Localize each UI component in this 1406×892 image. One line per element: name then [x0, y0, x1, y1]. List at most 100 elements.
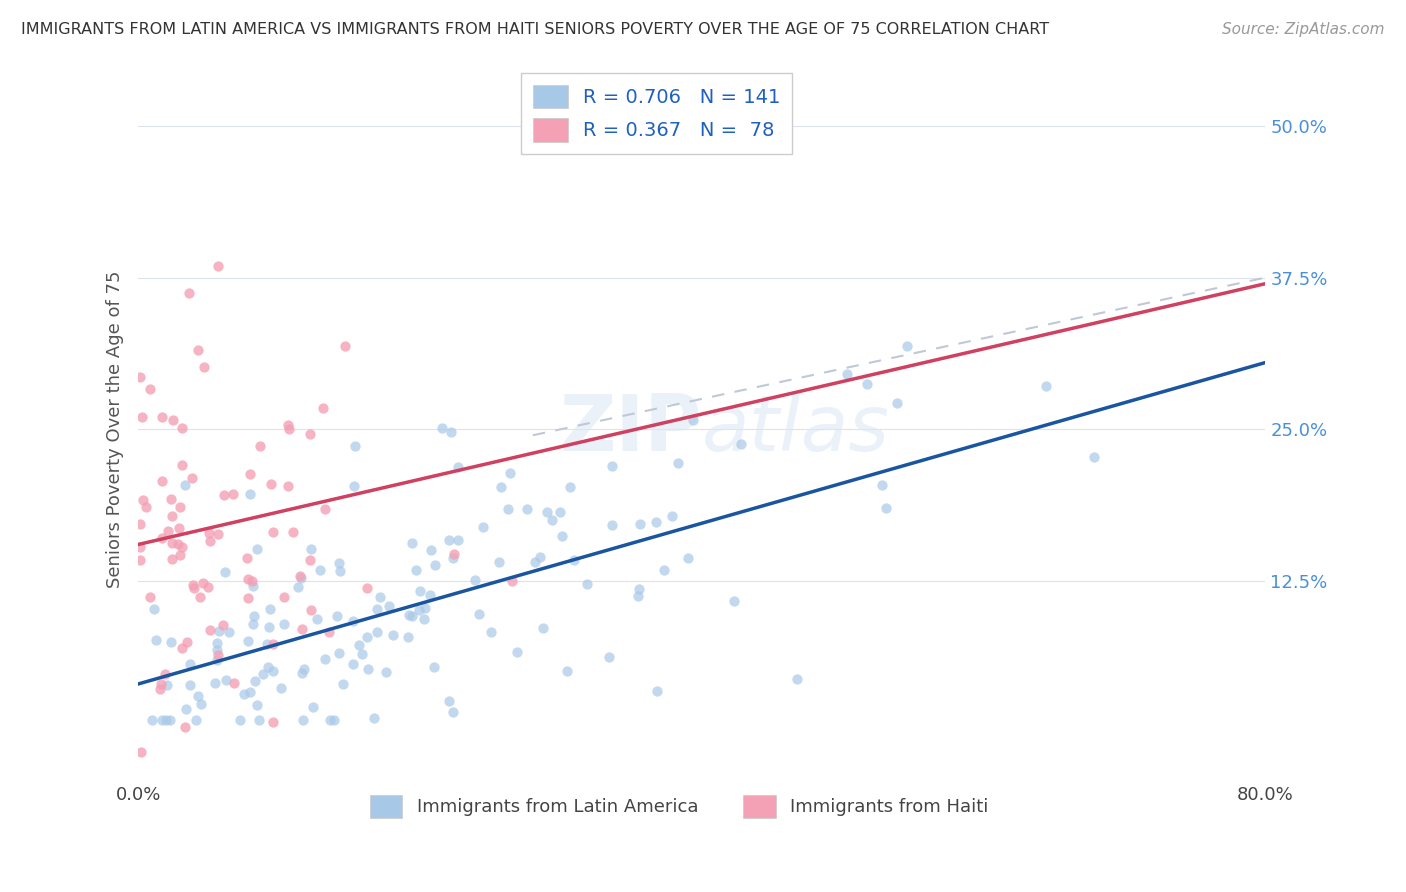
Point	[305, 611, 328, 625]
Point	[723, 594, 745, 608]
Point	[329, 564, 352, 578]
Point	[347, 638, 370, 652]
Point	[366, 624, 388, 639]
Point	[314, 652, 336, 666]
Point	[172, 640, 194, 655]
Point	[236, 572, 259, 586]
Point	[177, 285, 200, 300]
Point	[291, 665, 314, 680]
Point	[299, 427, 322, 442]
Point	[350, 648, 373, 662]
Point	[222, 487, 245, 501]
Point	[468, 607, 491, 621]
Point	[441, 705, 464, 719]
Point	[363, 711, 385, 725]
Point	[270, 681, 292, 695]
Point	[291, 714, 314, 728]
Point	[278, 422, 301, 436]
Point	[499, 466, 522, 480]
Point	[141, 714, 163, 728]
Point	[156, 678, 179, 692]
Point	[218, 625, 240, 640]
Point	[150, 531, 173, 545]
Point	[396, 630, 419, 644]
Point	[432, 421, 454, 435]
Point	[249, 439, 271, 453]
Point	[246, 542, 269, 557]
Point	[529, 550, 551, 565]
Point	[179, 678, 201, 692]
Point	[277, 417, 299, 432]
Point	[212, 488, 235, 502]
Point	[229, 714, 252, 728]
Point	[575, 576, 598, 591]
Point	[540, 513, 562, 527]
Point	[273, 617, 295, 632]
Point	[179, 657, 201, 671]
Point	[356, 630, 378, 644]
Point	[170, 421, 193, 435]
Point	[162, 413, 184, 427]
Point	[505, 645, 527, 659]
Point	[299, 541, 322, 556]
Point	[290, 569, 312, 583]
Text: atlas: atlas	[702, 392, 890, 467]
Point	[342, 614, 364, 628]
Point	[488, 555, 510, 569]
Point	[256, 637, 278, 651]
Point	[318, 714, 340, 728]
Point	[257, 660, 280, 674]
Point	[441, 550, 464, 565]
Point	[342, 657, 364, 672]
Point	[150, 409, 173, 424]
Point	[496, 502, 519, 516]
Point	[156, 524, 179, 538]
Point	[277, 479, 299, 493]
Point	[208, 624, 231, 639]
Point	[170, 458, 193, 473]
Point	[471, 520, 494, 534]
Point	[489, 480, 512, 494]
Point	[523, 555, 546, 569]
Point	[447, 460, 470, 475]
Point	[246, 698, 269, 713]
Point	[333, 338, 356, 352]
Point	[312, 401, 335, 416]
Point	[242, 617, 264, 632]
Point	[262, 637, 284, 651]
Point	[423, 659, 446, 673]
Point	[378, 599, 401, 614]
Point	[273, 591, 295, 605]
Point	[235, 550, 257, 565]
Point	[262, 524, 284, 539]
Point	[856, 376, 879, 391]
Point	[243, 674, 266, 689]
Point	[314, 501, 336, 516]
Point	[447, 533, 470, 547]
Point	[233, 687, 256, 701]
Y-axis label: Seniors Poverty Over the Age of 75: Seniors Poverty Over the Age of 75	[107, 270, 124, 588]
Point	[302, 700, 325, 714]
Point	[398, 607, 420, 622]
Point	[420, 542, 443, 557]
Point	[167, 537, 190, 551]
Point	[536, 505, 558, 519]
Point	[381, 627, 404, 641]
Point	[408, 602, 430, 616]
Point	[287, 580, 309, 594]
Point	[173, 478, 195, 492]
Point	[332, 677, 354, 691]
Point	[357, 662, 380, 676]
Point	[214, 673, 236, 688]
Point	[205, 636, 228, 650]
Point	[291, 622, 314, 636]
Point	[405, 562, 427, 576]
Point	[292, 662, 315, 676]
Point	[198, 525, 221, 540]
Point	[401, 536, 423, 550]
Point	[558, 480, 581, 494]
Point	[149, 676, 172, 690]
Point	[516, 501, 538, 516]
Point	[129, 553, 152, 567]
Point	[645, 516, 668, 530]
